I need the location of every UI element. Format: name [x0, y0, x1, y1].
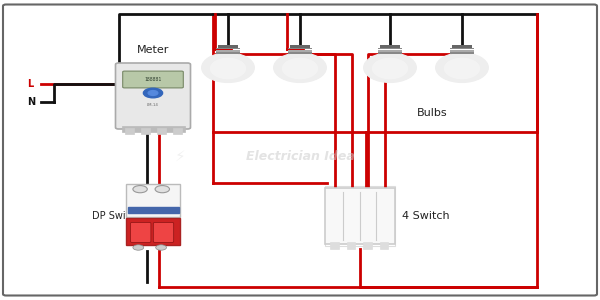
Bar — [287, 50, 313, 52]
FancyBboxPatch shape — [325, 188, 395, 244]
Text: N: N — [27, 97, 35, 107]
Ellipse shape — [436, 53, 488, 82]
Bar — [380, 242, 388, 249]
Circle shape — [155, 185, 170, 193]
Bar — [331, 242, 339, 249]
Circle shape — [148, 91, 158, 95]
Circle shape — [155, 245, 166, 250]
Bar — [377, 52, 403, 54]
Bar — [452, 45, 472, 48]
FancyBboxPatch shape — [127, 184, 180, 217]
FancyBboxPatch shape — [154, 222, 174, 242]
Ellipse shape — [282, 58, 318, 79]
Ellipse shape — [274, 53, 326, 82]
Text: ⚡: ⚡ — [175, 148, 185, 164]
Bar — [449, 50, 475, 52]
Bar — [287, 52, 313, 54]
Ellipse shape — [210, 58, 246, 79]
Bar — [377, 50, 403, 52]
Ellipse shape — [202, 53, 254, 82]
Bar — [347, 242, 355, 249]
Text: Bulbs: Bulbs — [417, 107, 448, 118]
Bar — [122, 126, 185, 132]
FancyBboxPatch shape — [3, 4, 597, 296]
FancyBboxPatch shape — [115, 63, 191, 129]
Bar — [173, 128, 182, 134]
Bar — [215, 50, 241, 52]
Text: 188881: 188881 — [145, 77, 161, 82]
Text: L: L — [27, 79, 33, 89]
Circle shape — [143, 88, 163, 98]
Bar — [377, 48, 403, 50]
Bar — [380, 45, 400, 48]
Text: Meter: Meter — [137, 46, 169, 56]
Bar — [449, 48, 475, 50]
Circle shape — [133, 245, 144, 250]
Bar — [141, 128, 150, 134]
Bar — [218, 45, 238, 48]
Ellipse shape — [444, 58, 480, 79]
Text: LM-14: LM-14 — [147, 103, 159, 107]
Bar — [215, 48, 241, 50]
Bar — [128, 207, 179, 213]
FancyBboxPatch shape — [127, 218, 180, 245]
Bar — [449, 52, 475, 54]
FancyBboxPatch shape — [123, 71, 184, 88]
Bar — [364, 242, 372, 249]
Text: 4 Switch: 4 Switch — [402, 211, 449, 221]
FancyBboxPatch shape — [131, 222, 151, 242]
Bar — [290, 45, 310, 48]
Bar — [287, 48, 313, 50]
Text: Electrician Idea: Electrician Idea — [245, 149, 355, 163]
Circle shape — [133, 185, 148, 193]
Ellipse shape — [364, 53, 416, 82]
Ellipse shape — [372, 58, 408, 79]
Text: DP Switch: DP Switch — [91, 211, 140, 221]
Bar — [157, 128, 166, 134]
Bar — [125, 128, 134, 134]
Bar — [215, 52, 241, 54]
